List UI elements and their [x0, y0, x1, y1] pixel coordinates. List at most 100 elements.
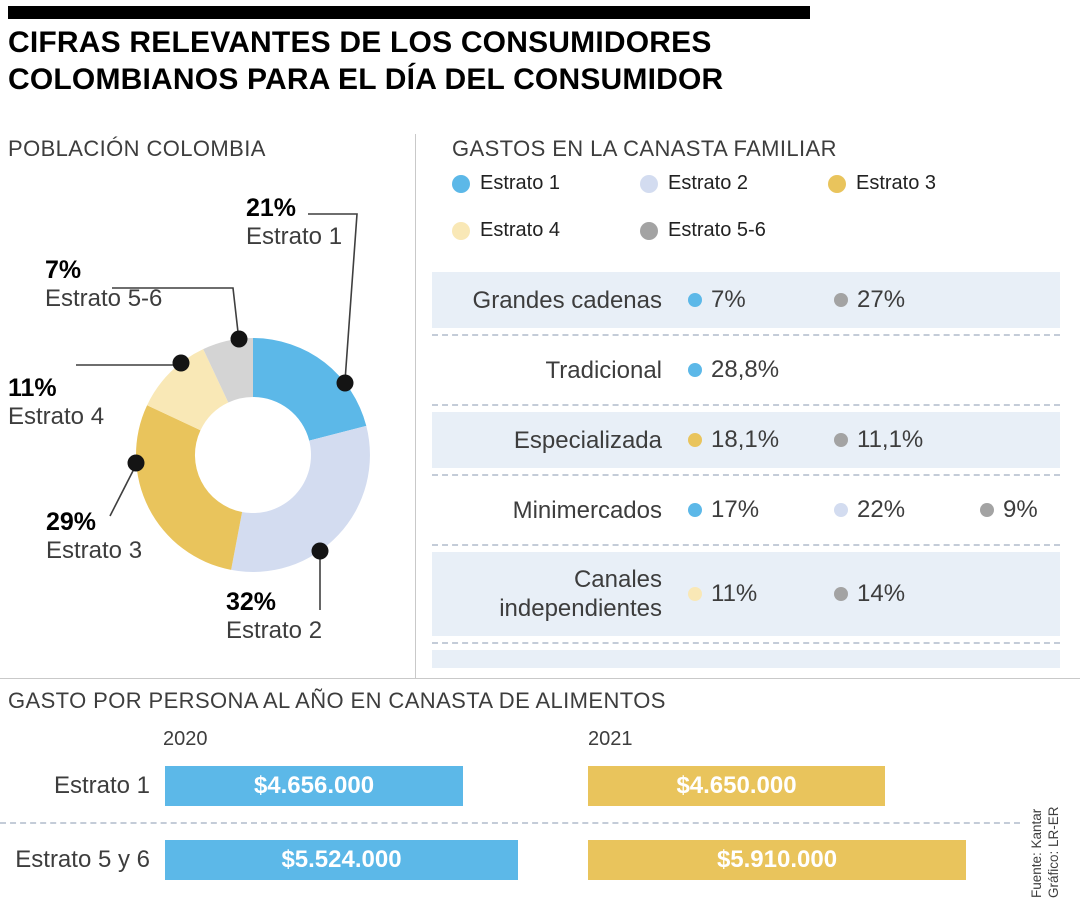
bar-2020-estrato-1: $4.656.000 — [165, 766, 463, 806]
estrato-2-dot — [834, 503, 848, 517]
page-title: CIFRAS RELEVANTES DE LOS CONSUMIDORES CO… — [8, 24, 723, 98]
table-value: 28,8% — [688, 356, 834, 384]
legend-item-estrato-1: Estrato 1 — [452, 172, 640, 195]
donut-value-estrato-1: 21% — [246, 194, 297, 222]
legend-label-estrato-4: Estrato 4 — [480, 219, 561, 241]
table-value: 11% — [688, 580, 834, 608]
donut-segment — [203, 338, 253, 403]
donut-name-estrato-5-6: Estrato 5-6 — [45, 285, 163, 312]
value-text: 18,1% — [711, 426, 780, 453]
gasto-section-title: GASTO POR PERSONA AL AÑO EN CANASTA DE A… — [8, 688, 666, 713]
estrato-1-dot — [688, 293, 702, 307]
callout-dot — [127, 454, 145, 472]
value-text: 22% — [857, 496, 906, 523]
year-label-2020: 2020 — [163, 728, 208, 750]
table-value: 22% — [834, 496, 980, 524]
bar-category-estrato-1: Estrato 1 — [53, 772, 150, 799]
value-text: 7% — [711, 286, 746, 313]
table-value: 17% — [688, 496, 834, 524]
table-row-grandes-cadenas: Grandes cadenas 7% 27% — [432, 272, 1060, 328]
legend-item-estrato-4: Estrato 4 — [452, 219, 640, 242]
bar-category-estrato-5-6: Estrato 5 y 6 — [15, 846, 150, 873]
estrato-1-dot — [688, 503, 702, 517]
table-value: 18,1% — [688, 426, 834, 454]
gastos-table: Grandes cadenas 7% 27% Tradicional 28,8% — [432, 272, 1060, 668]
estrato-3-dot — [688, 433, 702, 447]
legend-item-estrato-3: Estrato 3 — [828, 172, 1016, 195]
dashed-divider — [0, 822, 1020, 824]
callout-dot — [230, 330, 248, 348]
bar-2020-estrato-5-6: $5.524.000 — [165, 840, 518, 880]
callout-dot — [336, 374, 354, 392]
row-values: 18,1% 11,1% — [688, 426, 1080, 454]
row-label: Especializada — [513, 426, 662, 454]
table-value: 9% — [980, 496, 1080, 524]
dashed-divider — [432, 334, 1060, 336]
year-label-2021: 2021 — [588, 728, 633, 750]
gastos-section-title: GASTOS EN LA CANASTA FAMILIAR — [452, 136, 837, 161]
donut-label-estrato-5-6: 7% Estrato 5-6 — [45, 256, 162, 314]
legend-label-estrato-3: Estrato 3 — [856, 172, 937, 194]
table-row-especializada: Especializada 18,1% 11,1% — [432, 412, 1060, 468]
source-line-2: Gráfico: LR-ER — [1046, 806, 1061, 898]
row-label-line-1: Canales — [573, 566, 662, 593]
donut-segment — [135, 405, 243, 570]
donut-label-estrato-3: 29% Estrato 3 — [46, 508, 142, 566]
title-line-2: COLOMBIANOS PARA EL DÍA DEL CONSUMIDOR — [8, 63, 724, 96]
legend-dot-estrato-4 — [452, 221, 470, 240]
legend-dot-estrato-2 — [640, 174, 658, 193]
source-line-1: Fuente: Kantar — [1029, 808, 1044, 898]
top-black-bar — [8, 6, 810, 19]
legend-dot-estrato-1 — [452, 174, 470, 193]
value-text: 17% — [711, 496, 760, 523]
donut-value-estrato-2: 32% — [226, 588, 277, 616]
legend-dot-estrato-5-6 — [640, 221, 658, 240]
source-credit: Fuente: Kantar Gráfico: LR-ER — [1028, 748, 1062, 898]
value-text: 14% — [857, 580, 906, 607]
donut-label-estrato-4: 11% Estrato 4 — [8, 374, 104, 432]
population-section-title: POBLACIÓN COLOMBIA — [8, 136, 266, 161]
legend-label-estrato-1: Estrato 1 — [480, 172, 561, 194]
dashed-divider — [432, 474, 1060, 476]
table-value: 14% — [834, 580, 980, 608]
estrato-5-6-dot — [980, 503, 994, 517]
donut-segment — [231, 425, 370, 572]
table-value: 7% — [688, 286, 834, 314]
title-line-1: CIFRAS RELEVANTES DE LOS CONSUMIDORES — [8, 26, 712, 59]
table-row-tradicional: Tradicional 28,8% — [432, 342, 1060, 398]
donut-name-estrato-2: Estrato 2 — [226, 617, 323, 644]
donut-segment — [147, 349, 229, 431]
dashed-divider — [432, 544, 1060, 546]
population-donut-chart — [76, 213, 370, 610]
row-label: Tradicional — [545, 356, 663, 384]
donut-value-estrato-4: 11% — [8, 374, 57, 402]
row-values: 28,8% — [688, 356, 1080, 384]
row-label: Grandes cadenas — [472, 286, 662, 314]
dashed-divider — [432, 642, 1060, 644]
value-text: 9% — [1003, 496, 1038, 523]
row-values: 17% 22% 9% — [688, 496, 1080, 524]
gastos-legend: Estrato 1 Estrato 2 Estrato 3 Estrato 4 … — [452, 172, 1016, 242]
vertical-divider — [415, 134, 416, 678]
row-label: Minimercados — [512, 496, 662, 524]
legend-label-estrato-5-6: Estrato 5-6 — [668, 219, 766, 241]
value-text: 11,1% — [857, 426, 924, 453]
donut-value-estrato-3: 29% — [46, 508, 97, 536]
bar-2021-estrato-5-6: $5.910.000 — [588, 840, 966, 880]
legend-dot-estrato-3 — [828, 174, 846, 193]
legend-item-estrato-2: Estrato 2 — [640, 172, 828, 195]
row-label: Canales independientes — [432, 565, 662, 623]
table-row-minimercados: Minimercados 17% 22% 9% — [432, 482, 1060, 538]
value-text: 27% — [857, 286, 906, 313]
callout-dot — [172, 354, 190, 372]
estrato-5-6-dot — [834, 587, 848, 601]
estrato-4-dot — [688, 587, 702, 601]
table-bottom-strip — [432, 650, 1060, 668]
donut-label-estrato-2: 32% Estrato 2 — [226, 588, 322, 646]
estrato-1-dot — [688, 363, 702, 377]
estrato-5-6-dot — [834, 293, 848, 307]
horizontal-divider — [0, 678, 1080, 679]
row-values: 11% 14% — [688, 580, 1080, 608]
estrato-5-6-dot — [834, 433, 848, 447]
